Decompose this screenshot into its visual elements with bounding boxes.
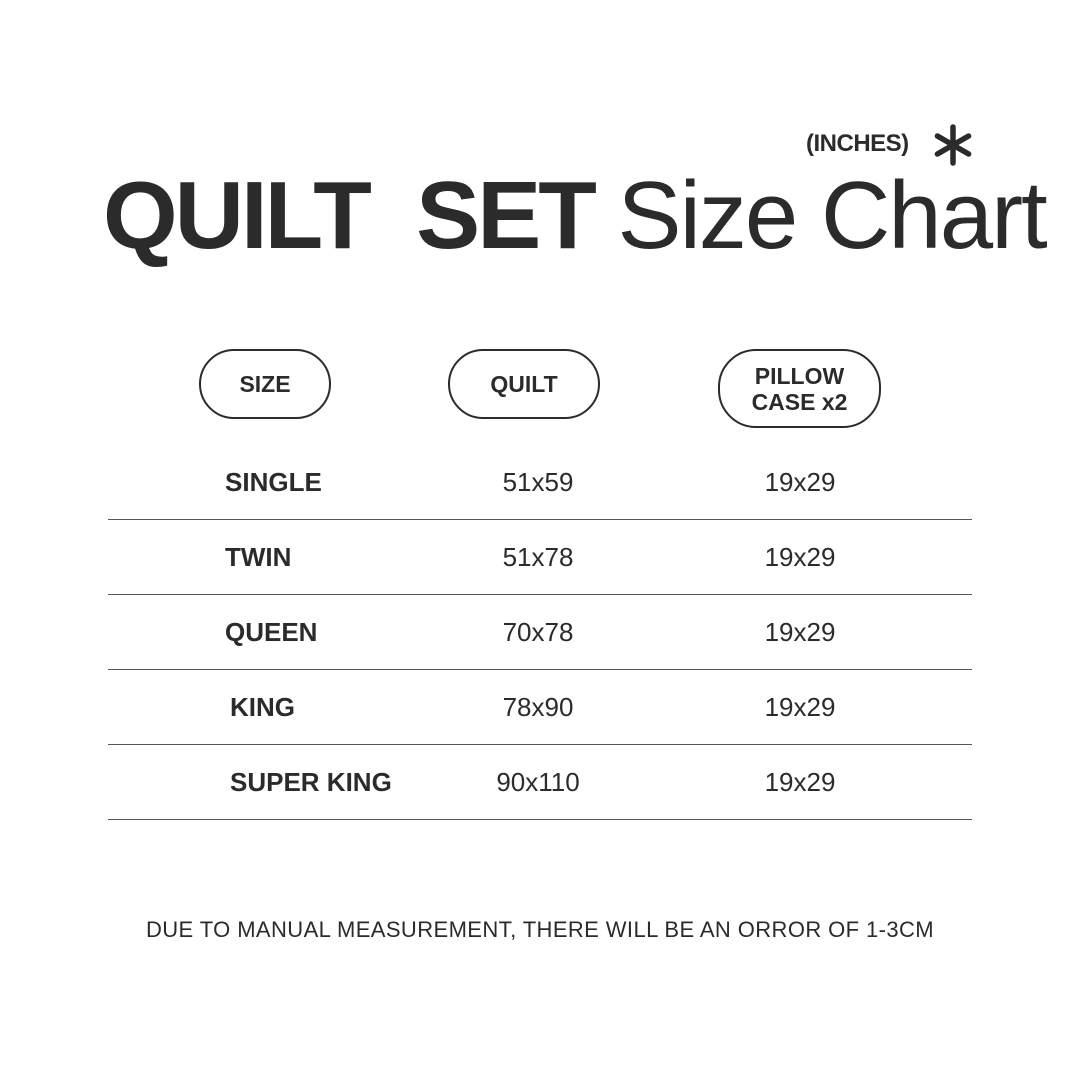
measurement-note: DUE TO MANUAL MEASUREMENT, THERE WILL BE… (145, 917, 935, 942)
unit-label: (INCHES) (806, 130, 909, 157)
row-divider (108, 593, 972, 595)
row-divider (108, 518, 972, 520)
title-bold: QUILT SET (103, 162, 597, 269)
quilt-cell: 70x78 (502, 617, 574, 647)
asterisk-icon (934, 124, 972, 166)
header-quilt: QUILT (448, 349, 600, 419)
row-divider (108, 743, 972, 745)
quilt-cell: 51x59 (502, 467, 574, 497)
pillow-cell: 19x29 (764, 617, 836, 647)
size-cell: SUPER KING (230, 767, 392, 797)
quilt-cell: 78x90 (502, 692, 574, 722)
table-row: KING 78x90 19x29 (108, 670, 972, 745)
header-pillow-case: PILLOW CASE x2 (718, 349, 881, 428)
title-regular: Size Chart (617, 162, 1048, 269)
pillow-cell: 19x29 (764, 692, 836, 722)
size-cell: SINGLE (225, 467, 322, 497)
pillow-cell: 19x29 (764, 767, 836, 797)
page-title: QUILT SET Size Chart (103, 168, 1048, 264)
header-pillow-line1: PILLOW (754, 362, 845, 389)
table-row: QUEEN 70x78 19x29 (108, 595, 972, 670)
row-divider (108, 818, 972, 820)
table-row: SINGLE 51x59 19x29 (108, 445, 972, 520)
pillow-cell: 19x29 (764, 467, 836, 497)
pillow-cell: 19x29 (764, 542, 836, 572)
size-cell: KING (230, 692, 295, 722)
table-row: TWIN 51x78 19x29 (108, 520, 972, 595)
header-size: SIZE (199, 349, 331, 419)
quilt-cell: 90x110 (496, 767, 580, 797)
header-pillow-line2: CASE x2 (751, 388, 848, 415)
quilt-cell: 51x78 (502, 542, 574, 572)
size-cell: TWIN (225, 542, 292, 572)
row-divider (108, 668, 972, 670)
table-row: SUPER KING 90x110 19x29 (108, 745, 972, 820)
size-cell: QUEEN (225, 617, 318, 647)
